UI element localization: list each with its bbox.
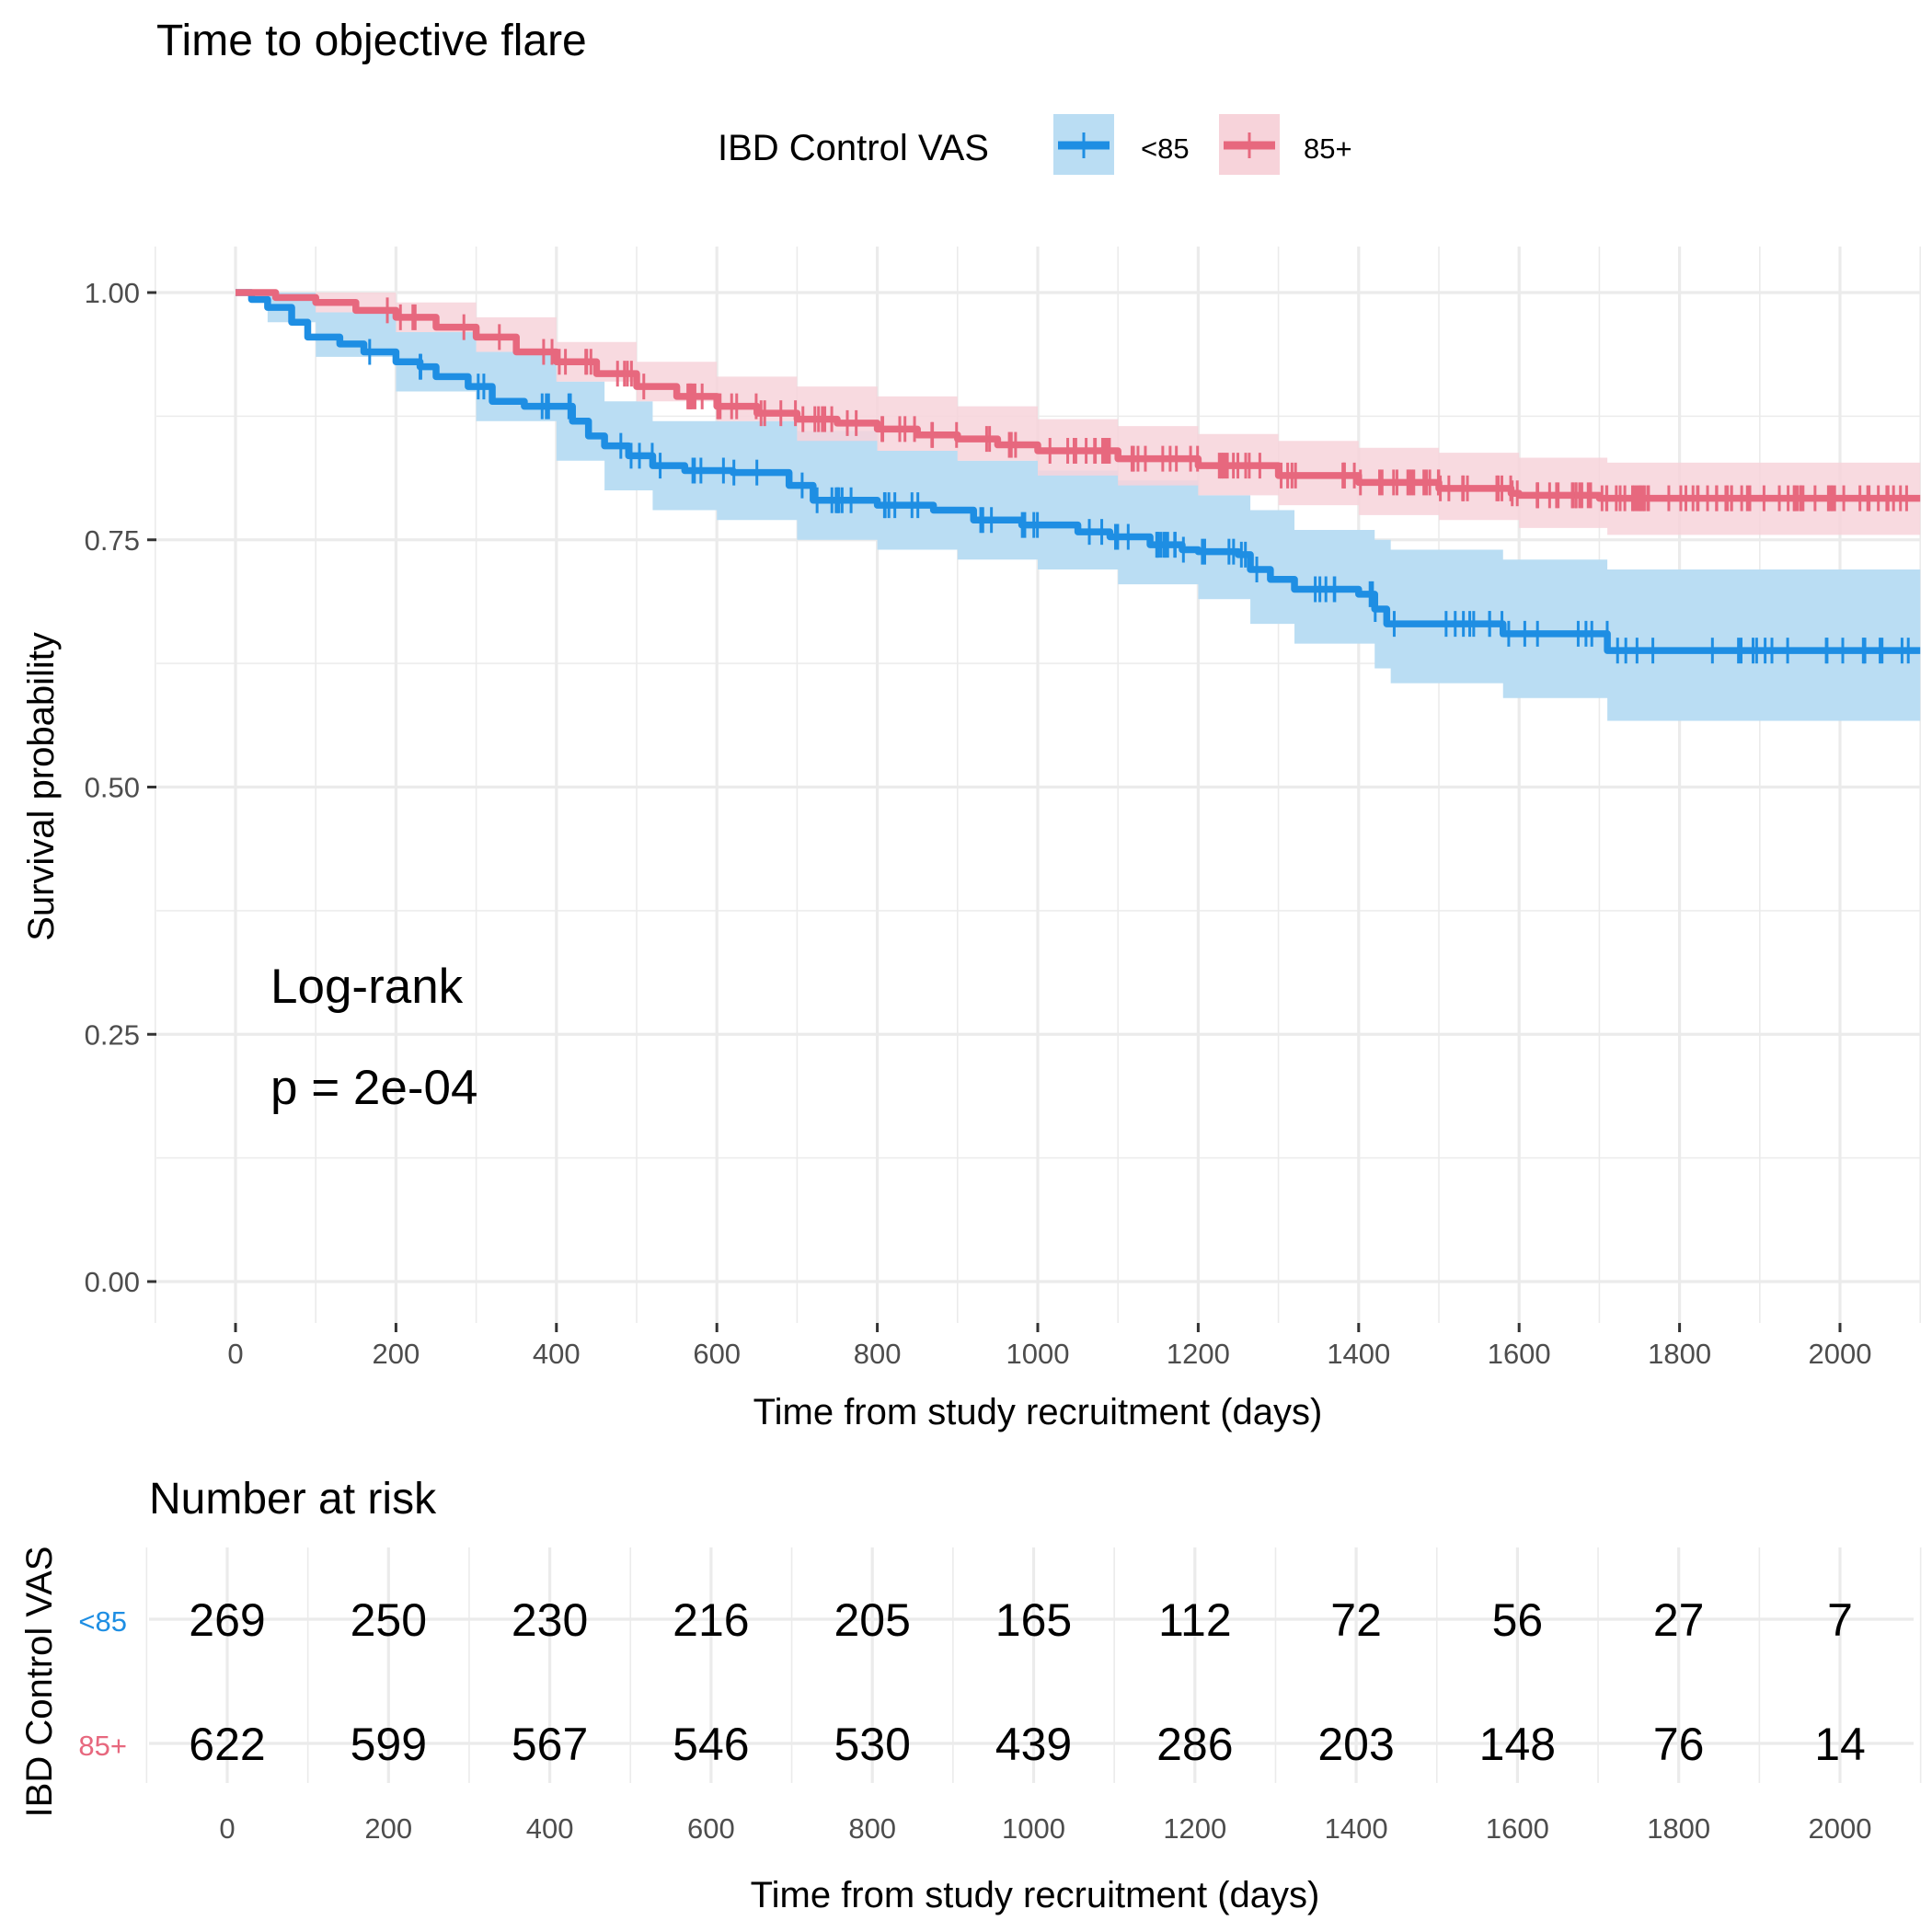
ci-band-85plus: [236, 293, 1921, 535]
risk-x-tick-label: 600: [687, 1812, 735, 1845]
risk-table-y-title: IBD Control VAS: [19, 1547, 60, 1818]
legend-title: IBD Control VAS: [718, 128, 989, 168]
y-axis-title: Survival probability: [21, 632, 62, 941]
x-tick-label: 1600: [1488, 1338, 1551, 1370]
risk-cell: 622: [189, 1719, 265, 1770]
legend-key-lt85: [1053, 114, 1114, 175]
risk-x-tick-label: 1600: [1486, 1812, 1549, 1845]
legend-key-85plus: [1219, 114, 1280, 175]
legend-label-85plus: 85+: [1304, 132, 1352, 165]
risk-cell: 148: [1479, 1719, 1556, 1770]
y-tick-label: 0.75: [85, 524, 140, 557]
risk-x-tick-label: 1000: [1002, 1812, 1065, 1845]
risk-x-tick-label: 1800: [1647, 1812, 1710, 1845]
censor-marks: [368, 297, 1910, 664]
legend-label-lt85: <85: [1141, 132, 1190, 165]
risk-row-label-lt85: <85: [78, 1605, 127, 1638]
p-value-label: p = 2e-04: [270, 1061, 477, 1115]
risk-cell: 165: [995, 1594, 1072, 1646]
risk-cell: 286: [1156, 1719, 1233, 1770]
risk-table-axes: 0 200 400 600 800 1000 1200 1400 1600 1800 2000: [219, 1812, 1871, 1845]
x-tick-label: 1800: [1648, 1338, 1711, 1370]
risk-cell: 14: [1814, 1719, 1866, 1770]
risk-table-grid: [145, 1547, 1922, 1783]
x-tick-label: 1200: [1167, 1338, 1230, 1370]
risk-table-title: Number at risk: [149, 1475, 437, 1524]
risk-cell: 205: [834, 1594, 910, 1646]
main-grid: [155, 247, 1921, 1323]
risk-cell: 269: [189, 1594, 265, 1646]
logrank-label: Log-rank: [270, 960, 464, 1014]
y-tick-label: 0.00: [85, 1266, 140, 1298]
risk-cell: 72: [1330, 1594, 1382, 1646]
risk-x-tick-label: 2000: [1809, 1812, 1872, 1845]
risk-cell: 546: [673, 1719, 749, 1770]
y-tick-label: 0.25: [85, 1018, 140, 1051]
risk-x-tick-label: 0: [219, 1812, 235, 1845]
risk-cell: 530: [834, 1719, 910, 1770]
risk-x-tick-label: 800: [848, 1812, 896, 1845]
risk-cell: 250: [351, 1594, 427, 1646]
risk-x-tick-label: 1200: [1163, 1812, 1226, 1845]
x-tick-label: 2000: [1809, 1338, 1872, 1370]
risk-cell: 7: [1827, 1594, 1853, 1646]
x-tick-label: 400: [533, 1338, 581, 1370]
risk-cell: 203: [1317, 1719, 1394, 1770]
x-axis-title: Time from study recruitment (days): [753, 1392, 1323, 1432]
y-tick-label: 1.00: [85, 277, 140, 309]
risk-row-label-85plus: 85+: [78, 1730, 127, 1762]
legend: IBD Control VAS <85 85+: [718, 114, 1352, 175]
x-tick-label: 800: [854, 1338, 902, 1370]
chart-title: Time to objective flare: [156, 17, 587, 65]
risk-cell: 56: [1492, 1594, 1544, 1646]
risk-cell: 599: [351, 1719, 427, 1770]
risk-cell: 112: [1158, 1594, 1232, 1646]
x-tick-label: 0: [227, 1338, 243, 1370]
survival-curve-lt85: [236, 289, 1921, 654]
risk-cell: 216: [673, 1594, 749, 1646]
y-tick-label: 0.50: [85, 772, 140, 804]
risk-cell: 230: [512, 1594, 588, 1646]
risk-x-tick-label: 1400: [1325, 1812, 1388, 1845]
risk-x-tick-label: 400: [526, 1812, 574, 1845]
risk-cell: 439: [995, 1719, 1072, 1770]
risk-table-cells: 269 250 230 216 205 165 112 72 56 27 7 622 599 567 546…: [189, 1594, 1866, 1770]
risk-x-tick-label: 200: [364, 1812, 412, 1845]
x-tick-label: 600: [693, 1338, 741, 1370]
risk-table-x-title: Time from study recruitment (days): [751, 1875, 1320, 1915]
x-tick-label: 200: [373, 1338, 420, 1370]
x-tick-label: 1000: [1006, 1338, 1070, 1370]
risk-cell: 27: [1653, 1594, 1705, 1646]
x-tick-label: 1400: [1327, 1338, 1390, 1370]
risk-cell: 76: [1653, 1719, 1705, 1770]
main-axes: 0.00 0.25 0.50 0.75 1.00 0 200 400 600 800 1000 120…: [85, 277, 1872, 1370]
confidence-bands: [236, 293, 1921, 721]
ci-band-lt85: [236, 293, 1921, 721]
risk-cell: 567: [512, 1719, 588, 1770]
